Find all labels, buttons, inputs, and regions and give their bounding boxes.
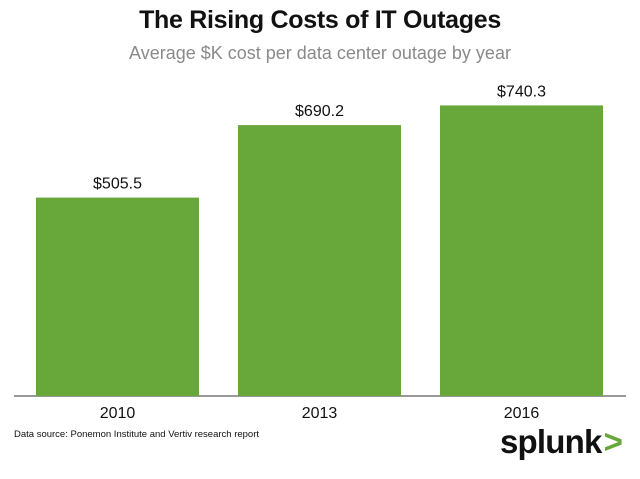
x-tick-label-2010: 2010 [100, 405, 136, 422]
x-tick-label-2016: 2016 [504, 405, 540, 422]
data-source-note: Data source: Ponemon Institute and Verti… [14, 429, 260, 440]
bar-2016 [440, 105, 603, 396]
splunk-logo: splunk> [500, 422, 623, 462]
chart-title: The Rising Costs of IT Outages [139, 6, 501, 34]
data-label-2010: $505.5 [93, 176, 142, 193]
data-label-2013: $690.2 [295, 103, 344, 120]
bar-2010 [36, 197, 199, 396]
splunk-logo-text: splunk [500, 423, 602, 460]
splunk-chevron-icon: > [603, 423, 623, 460]
data-label-2016: $740.3 [497, 83, 546, 100]
bar-2013 [238, 125, 401, 396]
chart-subtitle: Average $K cost per data center outage b… [129, 43, 511, 63]
x-tick-label-2013: 2013 [302, 405, 338, 422]
